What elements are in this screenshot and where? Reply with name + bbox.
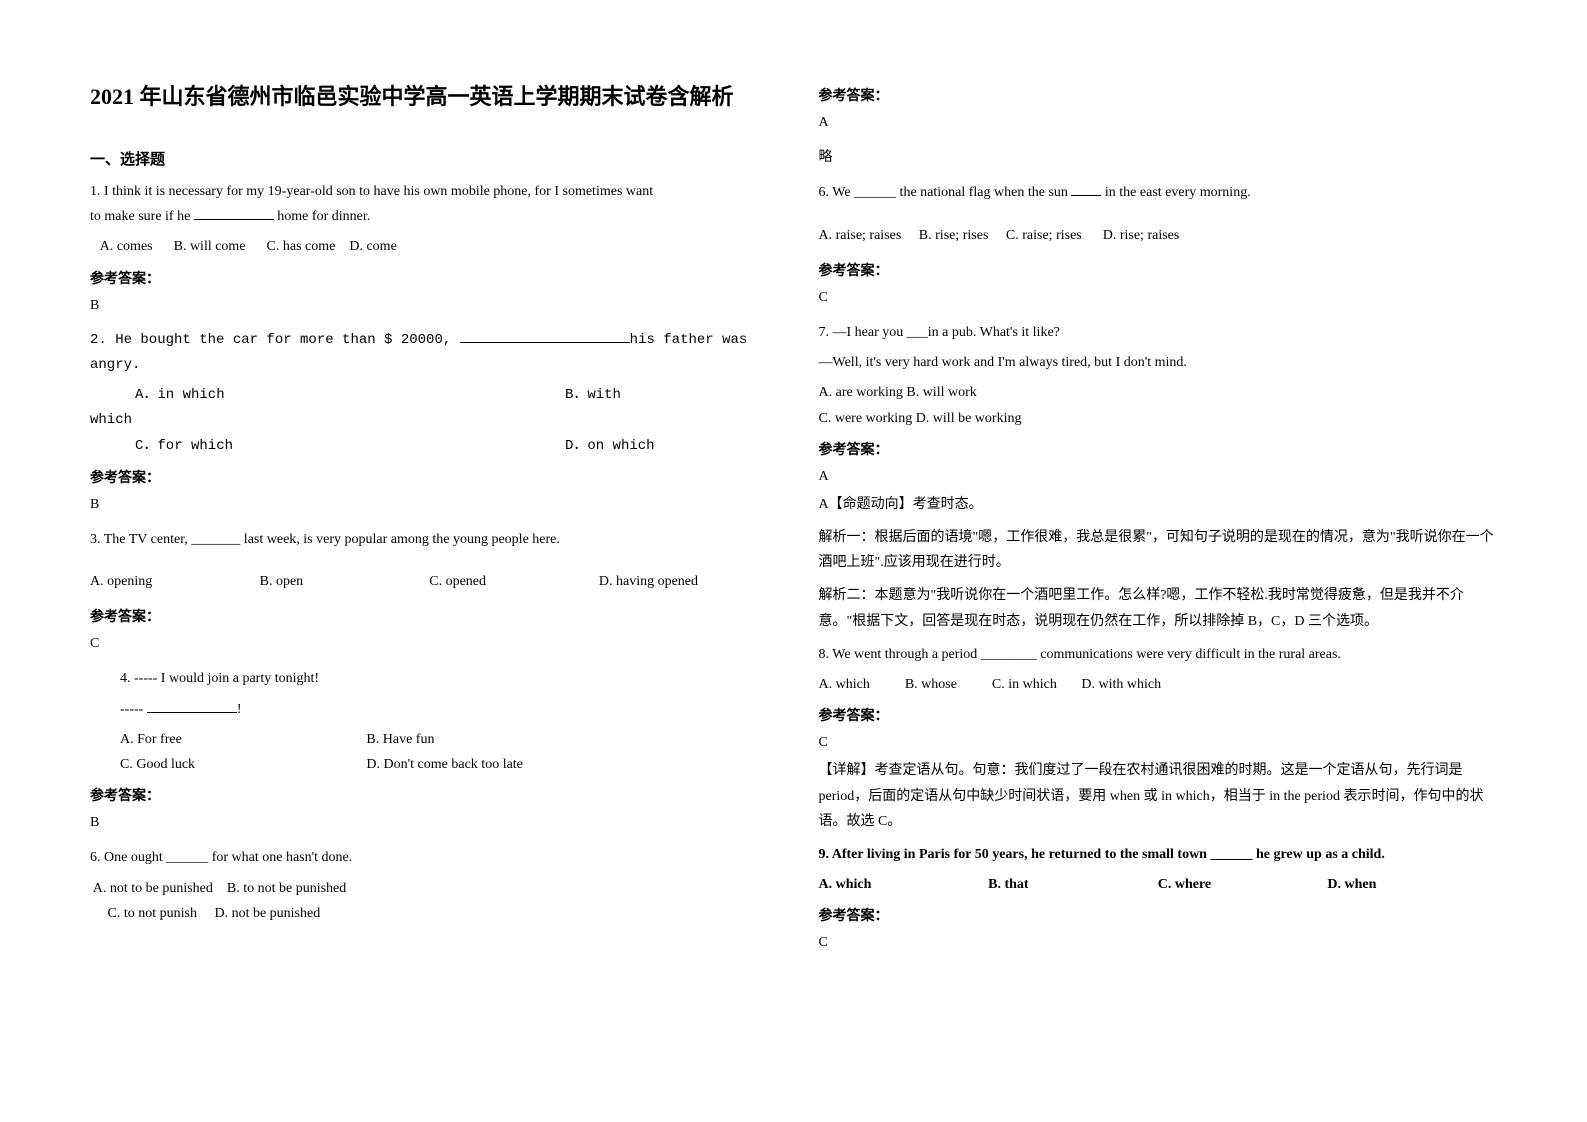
q1-text: 1. I think it is necessary for my 19-yea…: [90, 179, 769, 229]
q4-optB: B. Have fun: [366, 727, 434, 752]
q2-optB: B．with: [565, 383, 621, 408]
q2-optD: D．on which: [565, 434, 655, 459]
q6-post: in the east every morning.: [1101, 185, 1250, 200]
q4-opts-row1: A. For free B. Have fun: [90, 727, 769, 752]
q5-text: 6. One ought ______ for what one hasn't …: [90, 845, 769, 870]
q2-optA: A．in which: [90, 383, 565, 408]
q1-line2-post: home for dinner.: [274, 209, 370, 224]
q9-optB: B. that: [988, 872, 1158, 897]
right-column: 参考答案： A 略 6. We ______ the national flag…: [819, 80, 1498, 1042]
q2-optC: C．for which: [90, 434, 565, 459]
q3-text: 3. The TV center, _______ last week, is …: [90, 527, 769, 552]
document-title: 2021 年山东省德州市临邑实验中学高一英语上学期期末试卷含解析: [90, 80, 769, 113]
q4-line1: 4. ----- I would join a party tonight!: [90, 666, 769, 691]
q9-optA: A. which: [819, 872, 989, 897]
q1-blank: [194, 219, 274, 220]
q9-optC: C. where: [1158, 872, 1328, 897]
q7-answer-label: 参考答案：: [819, 439, 1498, 459]
q9-answer: C: [819, 930, 1498, 955]
q1-answer-label: 参考答案：: [90, 268, 769, 288]
q7-exp2: 解析一：根据后面的语境"嗯，工作很难，我总是很累"，可知句子说明的是现在的情况，…: [819, 525, 1498, 575]
q2-opts-row1: A．in which B．with: [90, 383, 769, 408]
q9-optD: D. when: [1327, 872, 1497, 897]
q2-answer-label: 参考答案：: [90, 467, 769, 487]
q1-line1: 1. I think it is necessary for my 19-yea…: [90, 184, 653, 199]
q2-answer: B: [90, 492, 769, 517]
q2-line2: angry.: [90, 357, 140, 373]
q4-optC: C. Good luck: [120, 752, 366, 777]
q7-line1: 7. —I hear you ___in a pub. What's it li…: [819, 320, 1498, 345]
q6-pre: 6. We ______ the national flag when the …: [819, 185, 1072, 200]
q1-answer: B: [90, 293, 769, 318]
q4-line2-pre: -----: [120, 702, 147, 717]
q4-blank: [147, 712, 237, 713]
q7-opts2: C. were working D. will be working: [819, 406, 1498, 431]
q3-options: A. opening B. open C. opened D. having o…: [90, 569, 769, 594]
q2-blank: [460, 342, 630, 343]
q7-exp1: A【命题动向】考查时态。: [819, 492, 1498, 517]
q8-opts: A. which B. whose C. in which D. with wh…: [819, 672, 1498, 697]
q3-optB: B. open: [260, 569, 430, 594]
q4-line2: ----- !: [90, 697, 769, 722]
q7-answer: A: [819, 464, 1498, 489]
q4-optD: D. Don't come back too late: [366, 752, 522, 777]
q4-answer-label: 参考答案：: [90, 785, 769, 805]
q9-options: A. which B. that C. where D. when: [819, 872, 1498, 897]
q5-answer: A: [819, 110, 1498, 135]
q5-answer-label: 参考答案：: [819, 85, 1498, 105]
q2-line1-post: his father was: [630, 332, 748, 348]
q6-blank: [1071, 195, 1101, 196]
q7-line2: —Well, it's very hard work and I'm alway…: [819, 350, 1498, 375]
q6-answer: C: [819, 285, 1498, 310]
q9-text: 9. After living in Paris for 50 years, h…: [819, 842, 1498, 867]
q3-optC: C. opened: [429, 569, 599, 594]
q5-opts1: A. not to be punished B. to not be punis…: [90, 876, 769, 901]
q5-opts2: C. to not punish D. not be punished: [90, 901, 769, 926]
q4-answer: B: [90, 810, 769, 835]
q8-answer: C: [819, 730, 1498, 755]
q4-line2-post: !: [237, 702, 242, 717]
q5-lue: 略: [819, 145, 1498, 170]
q2-opts-row2: C．for which D．on which: [90, 434, 769, 459]
q3-answer-label: 参考答案：: [90, 606, 769, 626]
q3-answer: C: [90, 631, 769, 656]
q9-answer-label: 参考答案：: [819, 905, 1498, 925]
q3-optD: D. having opened: [599, 569, 769, 594]
q8-text: 8. We went through a period ________ com…: [819, 642, 1498, 667]
q8-exp: 【详解】考查定语从句。句意：我们度过了一段在农村通讯很困难的时期。这是一个定语从…: [819, 758, 1498, 834]
q6-opts: A. raise; raises B. rise; rises C. raise…: [819, 223, 1498, 248]
q6-text: 6. We ______ the national flag when the …: [819, 180, 1498, 205]
q1-options: A. comes B. will come C. has come D. com…: [90, 234, 769, 259]
q2-which: which: [90, 408, 769, 433]
q4-optA: A. For free: [120, 727, 366, 752]
q4-opts-row2: C. Good luck D. Don't come back too late: [90, 752, 769, 777]
q2-text: 2. He bought the car for more than $ 200…: [90, 328, 769, 378]
q8-answer-label: 参考答案：: [819, 705, 1498, 725]
section-header: 一、选择题: [90, 148, 769, 169]
q6-answer-label: 参考答案：: [819, 260, 1498, 280]
q7-opts1: A. are working B. will work: [819, 380, 1498, 405]
q3-optA: A. opening: [90, 569, 260, 594]
left-column: 2021 年山东省德州市临邑实验中学高一英语上学期期末试卷含解析 一、选择题 1…: [90, 80, 769, 1042]
q7-exp3: 解析二：本题意为"我听说你在一个酒吧里工作。怎么样?嗯，工作不轻松.我时常觉得疲…: [819, 583, 1498, 633]
q2-line1-pre: 2. He bought the car for more than $ 200…: [90, 332, 460, 348]
q1-line2-pre: to make sure if he: [90, 209, 194, 224]
